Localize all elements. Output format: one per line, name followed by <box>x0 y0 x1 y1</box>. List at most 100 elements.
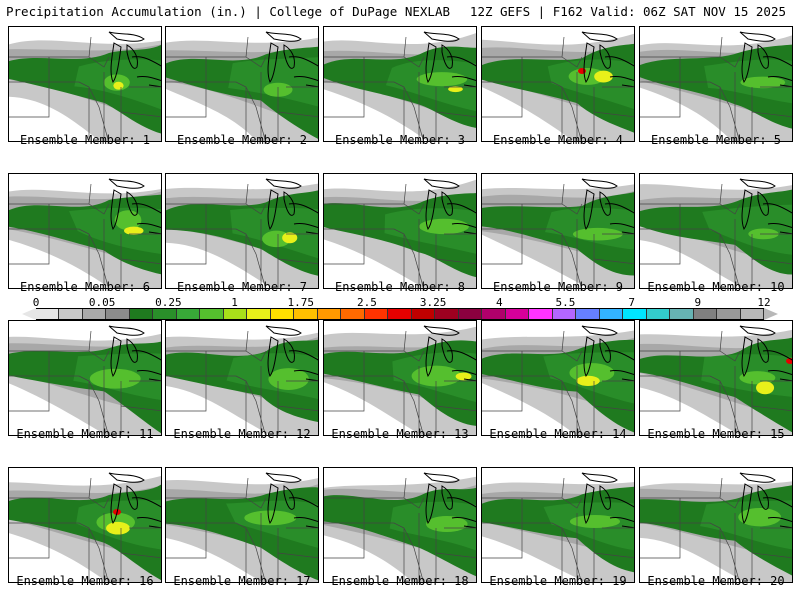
great-lakes-outline <box>581 325 634 382</box>
great-lakes-outline <box>581 31 634 88</box>
colorbar-segment <box>740 309 765 319</box>
heavy-precip-shading <box>594 70 613 83</box>
colorbar-segment <box>388 309 412 319</box>
great-lakes-outline <box>265 472 318 529</box>
precip-map <box>640 468 792 582</box>
precip-map <box>166 27 318 141</box>
heavier-precip-shading <box>569 515 621 528</box>
great-lakes-outline <box>739 178 792 235</box>
colorbar-tick-label: 0.05 <box>88 296 116 309</box>
colorbar-tick-label: 9 <box>694 296 702 309</box>
heavier-precip-shading <box>419 218 469 235</box>
ensemble-map-panel <box>8 320 162 436</box>
precip-map <box>9 321 161 435</box>
ensemble-member-label: Ensemble Member: 4 <box>492 133 624 147</box>
precip-map <box>324 468 476 582</box>
precipitation-colorbar <box>36 308 765 320</box>
state-borders <box>640 36 792 141</box>
precip-map <box>640 174 792 288</box>
precip-map <box>324 174 476 288</box>
colorbar-segment <box>200 309 224 319</box>
heavier-precip-shading <box>89 368 141 389</box>
great-lakes-outline <box>423 31 476 88</box>
colorbar-segment <box>317 309 342 319</box>
ensemble-map-panel <box>8 173 162 289</box>
colorbar-segment <box>623 309 647 319</box>
ensemble-member-label: Ensemble Member: 14 <box>489 427 627 441</box>
colorbar-segment <box>646 309 671 319</box>
precip-map <box>482 174 634 288</box>
state-borders <box>324 330 476 435</box>
heavy-precip-shading <box>282 232 298 244</box>
precip-map <box>9 468 161 582</box>
great-lakes-outline <box>739 31 792 88</box>
great-lakes-outline <box>581 178 634 235</box>
ensemble-map-panel <box>481 467 635 583</box>
colorbar-segment <box>36 309 60 319</box>
colorbar-segment <box>153 309 177 319</box>
ensemble-map-panel <box>165 173 319 289</box>
state-borders <box>166 330 318 435</box>
heavy-precip-shading <box>113 81 124 90</box>
ensemble-member-label: Ensemble Member: 16 <box>16 574 154 588</box>
great-lakes-outline <box>581 472 634 529</box>
colorbar-segment <box>670 309 694 319</box>
ensemble-map-panel <box>8 467 162 583</box>
state-borders <box>324 36 476 141</box>
great-lakes-outline <box>739 472 792 529</box>
state-borders <box>166 183 318 288</box>
colorbar-min-arrow <box>22 308 36 320</box>
great-lakes-outline <box>739 325 792 382</box>
state-borders <box>9 477 161 582</box>
state-borders <box>482 36 634 141</box>
state-borders <box>640 330 792 435</box>
map-title: Precipitation Accumulation (in.) | Colle… <box>6 4 451 19</box>
ensemble-member-label: Ensemble Member: 3 <box>334 133 466 147</box>
precip-map <box>9 27 161 141</box>
max-precip-shading <box>578 68 586 74</box>
ensemble-member-label: Ensemble Member: 11 <box>16 427 154 441</box>
state-borders <box>166 36 318 141</box>
heavy-precip-shading <box>455 372 472 381</box>
heavy-precip-shading <box>106 521 130 535</box>
state-borders <box>9 330 161 435</box>
precip-map <box>324 321 476 435</box>
ensemble-member-label: Ensemble Member: 5 <box>650 133 782 147</box>
heavy-precip-shading <box>448 86 463 93</box>
ensemble-member-label: Ensemble Member: 8 <box>334 280 466 294</box>
ensemble-member-label: Ensemble Member: 15 <box>647 427 785 441</box>
heavier-precip-shading <box>738 507 782 527</box>
state-borders <box>482 477 634 582</box>
ensemble-member-label: Ensemble Member: 6 <box>19 280 151 294</box>
colorbar-tick-label: 12 <box>757 296 771 309</box>
state-borders <box>640 477 792 582</box>
colorbar-tick-label: 0.25 <box>155 296 182 309</box>
ensemble-map-panel <box>481 320 635 436</box>
heavy-precip-shading <box>756 381 775 395</box>
heavy-precip-shading <box>576 375 600 386</box>
colorbar-segment <box>82 309 107 319</box>
colorbar-tick-label: 5.5 <box>555 296 576 309</box>
colorbar-segment <box>364 309 389 319</box>
ensemble-member-label: Ensemble Member: 9 <box>492 280 624 294</box>
colorbar-segment <box>411 309 436 319</box>
state-borders <box>9 36 161 141</box>
ensemble-member-label: Ensemble Member: 20 <box>647 574 785 588</box>
state-borders <box>324 183 476 288</box>
colorbar-segment <box>129 309 154 319</box>
colorbar-segment <box>529 309 553 319</box>
precip-map <box>166 468 318 582</box>
ensemble-map-panel <box>323 173 477 289</box>
colorbar-segment <box>552 309 577 319</box>
colorbar-tick-label: 0 <box>32 296 40 309</box>
colorbar-segment <box>693 309 718 319</box>
great-lakes-outline <box>423 472 476 529</box>
precip-map <box>482 468 634 582</box>
great-lakes-outline <box>265 178 318 235</box>
state-borders <box>9 183 161 288</box>
colorbar-tick-label: 3.25 <box>419 296 447 309</box>
great-lakes-outline <box>108 178 161 235</box>
ensemble-member-label: Ensemble Member: 12 <box>173 427 311 441</box>
great-lakes-outline <box>108 472 161 529</box>
state-borders <box>166 477 318 582</box>
